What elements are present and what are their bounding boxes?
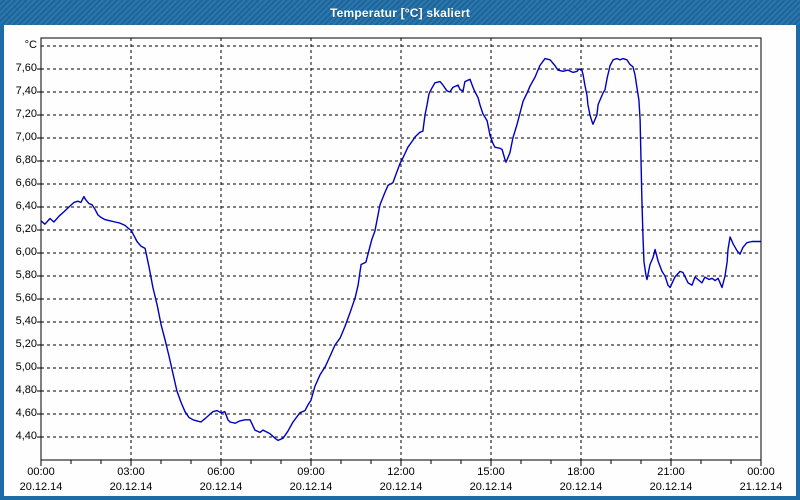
chart-area [4,25,796,496]
title-bar: Temperatur [°C] skaliert [0,0,800,25]
window-title: Temperatur [°C] skaliert [329,5,471,20]
